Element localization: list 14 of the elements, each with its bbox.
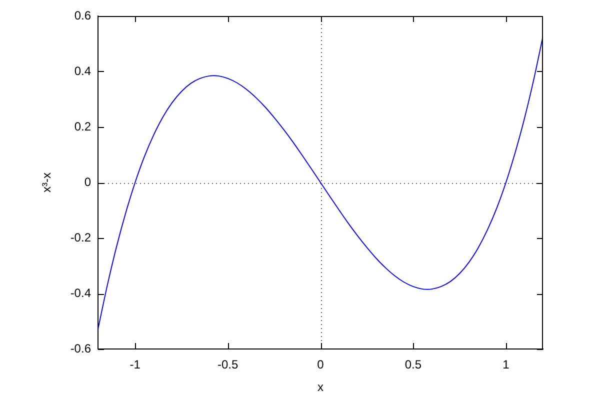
y-tick-label: 0.2: [74, 119, 92, 134]
y-tick-label: -0.2: [70, 230, 92, 244]
x-tick-label: 0: [317, 358, 324, 372]
x-tick-label: -1: [130, 358, 141, 372]
y-tick-label: 0.6: [74, 8, 92, 22]
x-tick-label: -0.5: [217, 358, 238, 372]
x-axis-title: x: [318, 380, 324, 394]
x-tick-label: 1: [502, 358, 510, 372]
x-tick-label: 0.5: [404, 358, 422, 372]
y-axis-title: x³-x: [40, 172, 54, 192]
y-tick-label: -0.6: [70, 341, 92, 356]
y-tick-label: 0.4: [74, 64, 92, 78]
y-tick-label: -0.4: [70, 286, 92, 300]
y-tick-label: 0: [84, 174, 92, 189]
